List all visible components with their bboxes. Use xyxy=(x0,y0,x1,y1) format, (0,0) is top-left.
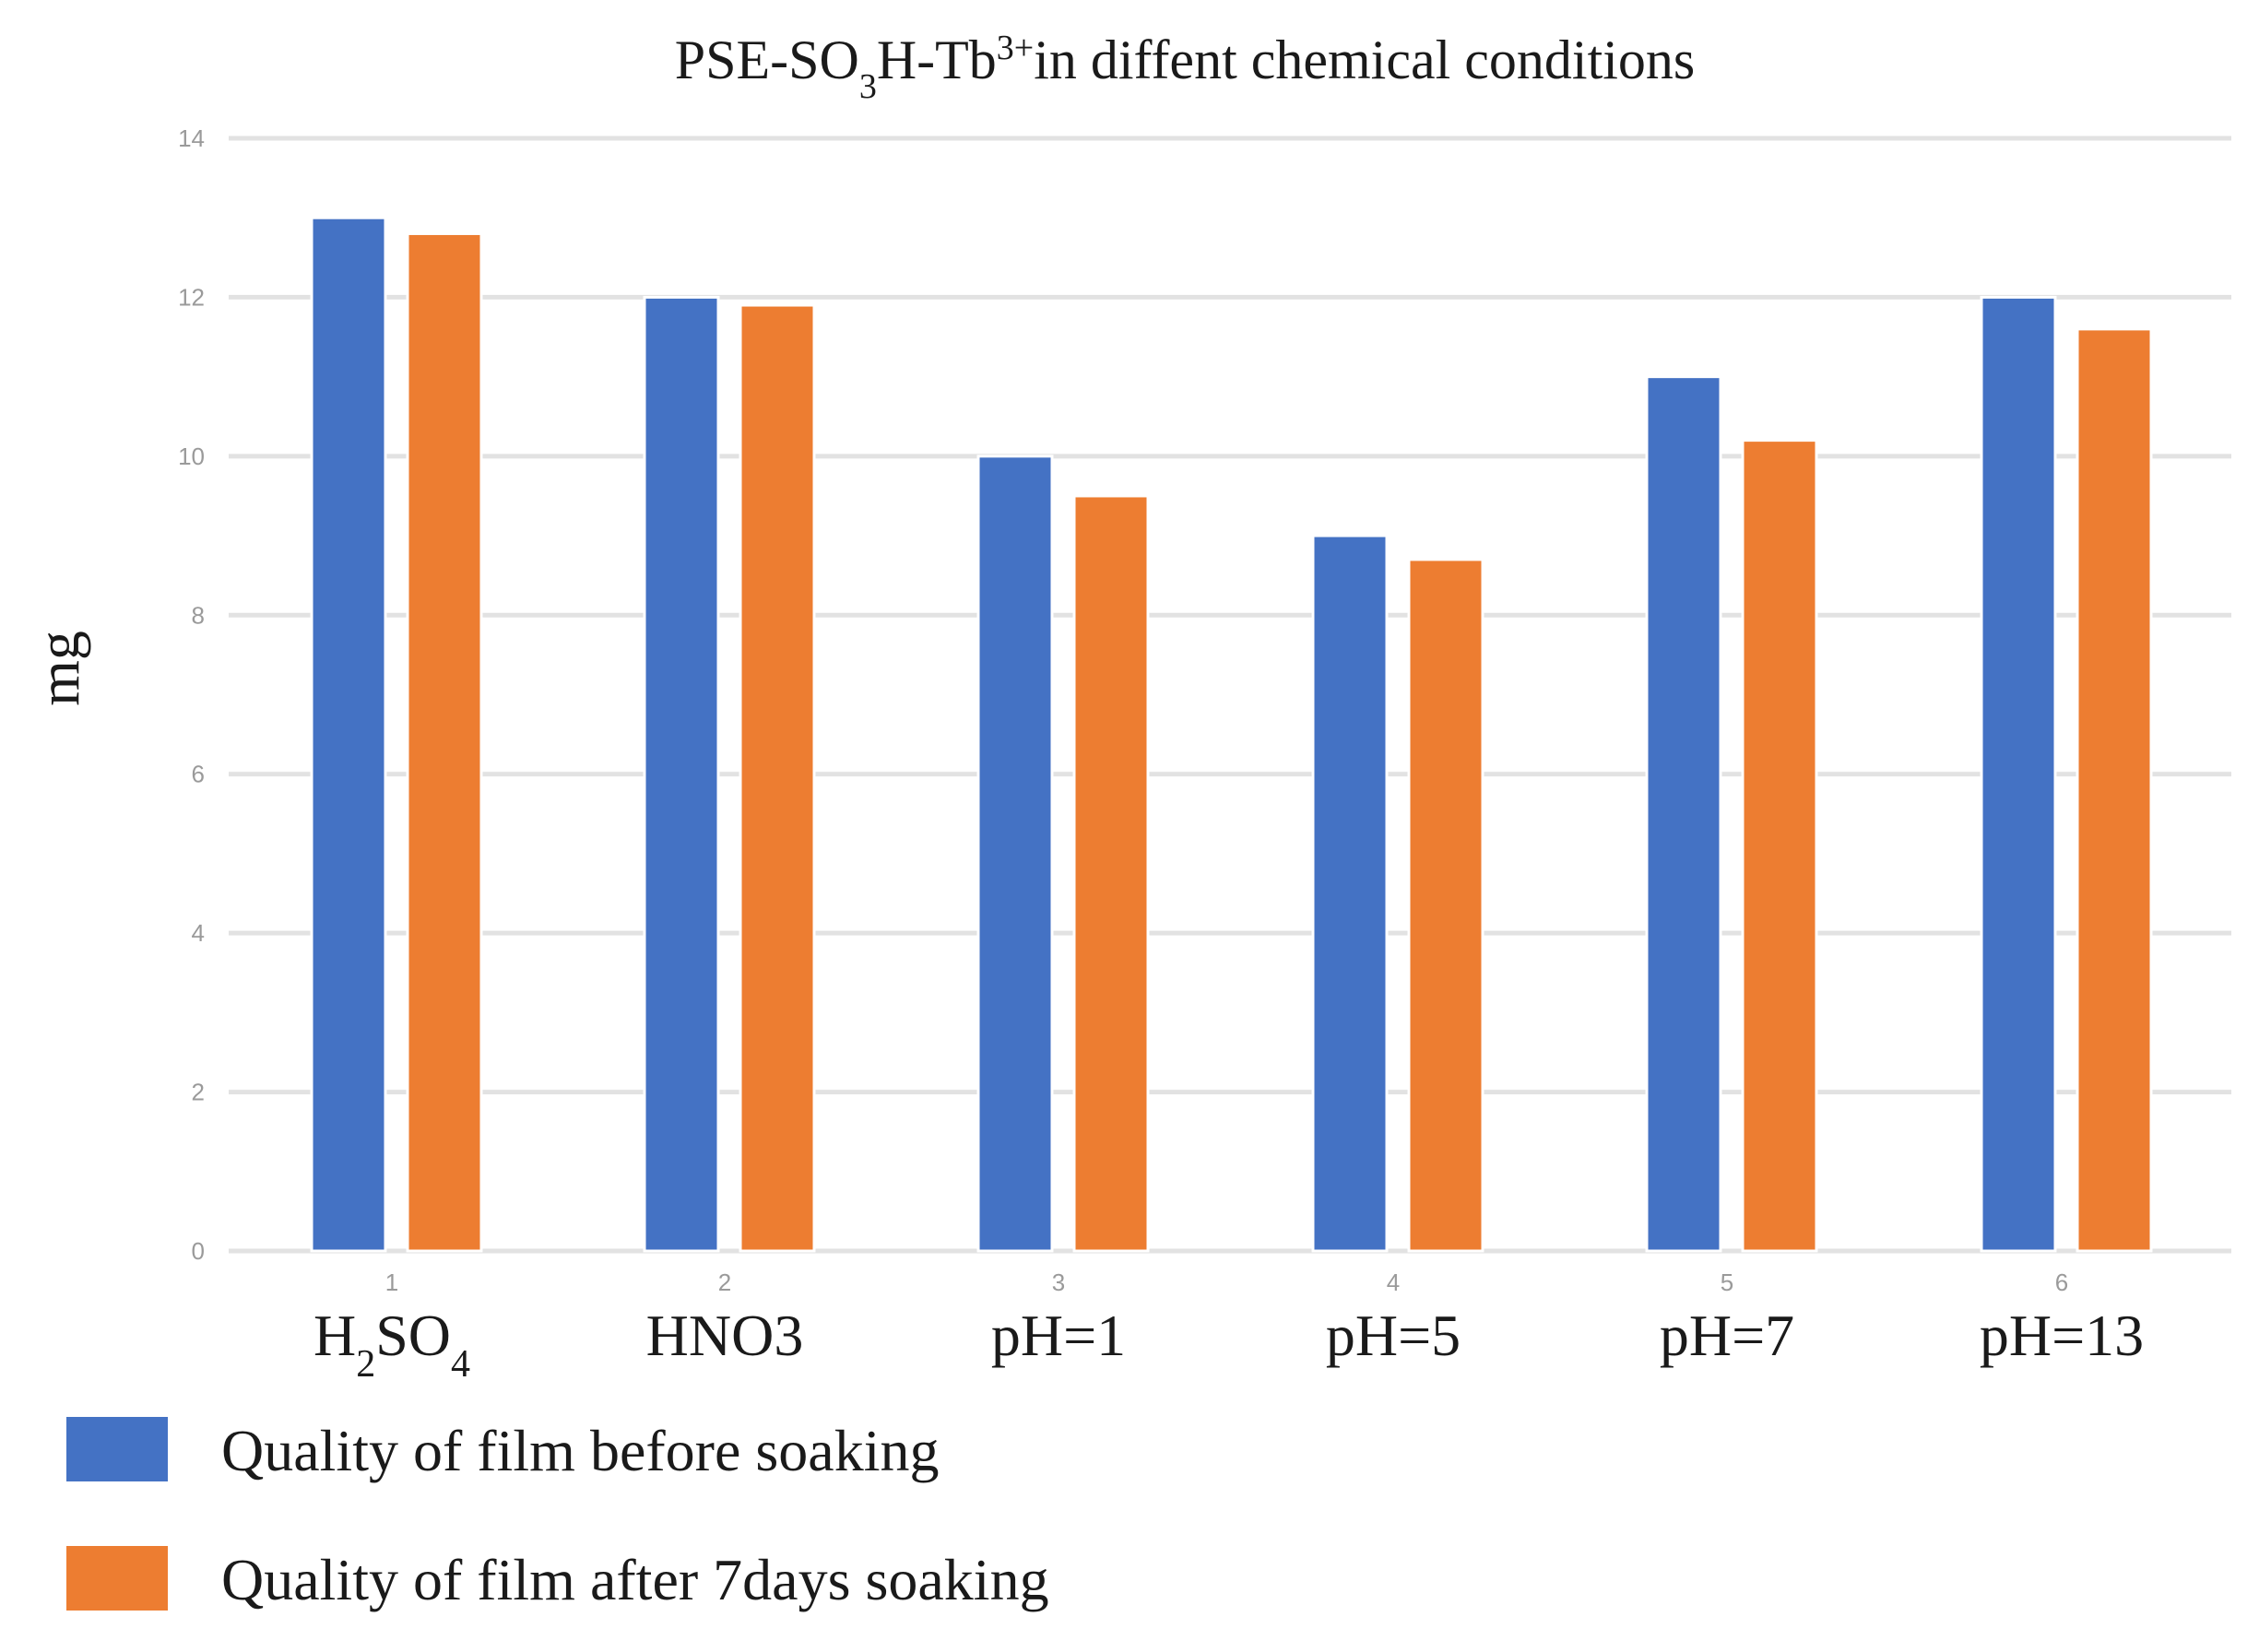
x-index-label: 6 xyxy=(2055,1268,2068,1296)
bar-after-soaking xyxy=(1741,439,1818,1253)
bars xyxy=(310,216,2153,1253)
y-tick-label: 6 xyxy=(192,761,205,788)
x-tick-labels: 1 H2SO4 2 HNO3 3 pH=1 4 pH=5 5 pH=7 6 pH=13 xyxy=(313,1268,2144,1386)
legend-label-before: Quality of film before soaking xyxy=(221,1418,939,1483)
chart-title: PSE-SO3H-Tb3+in diffent chemical conditi… xyxy=(675,29,1696,106)
gridlines xyxy=(229,136,2231,1254)
y-tick-label: 4 xyxy=(192,919,205,947)
bar-before-soaking xyxy=(1311,534,1389,1253)
x-index-label: 3 xyxy=(1052,1268,1065,1296)
bar-before-soaking xyxy=(1645,375,1722,1253)
bar-before-soaking xyxy=(643,295,720,1253)
legend-swatch-after xyxy=(66,1546,168,1611)
legend: Quality of film before soaking Quality of… xyxy=(66,1417,1049,1612)
x-category-label: pH=13 xyxy=(1980,1303,2144,1368)
y-tick-labels: 0 2 4 6 8 10 12 14 xyxy=(178,124,205,1265)
bar-after-soaking xyxy=(2076,327,2153,1253)
x-index-label: 4 xyxy=(1387,1268,1400,1296)
legend-swatch-before xyxy=(66,1417,168,1481)
y-tick-label: 8 xyxy=(192,601,205,629)
x-index-label: 2 xyxy=(718,1268,731,1296)
y-tick-label: 14 xyxy=(178,124,205,152)
x-category-label: pH=7 xyxy=(1660,1303,1794,1368)
x-category-label: H2SO4 xyxy=(313,1303,470,1386)
bar-after-soaking xyxy=(1407,558,1484,1253)
legend-label-after: Quality of film after 7days soaking xyxy=(221,1547,1049,1612)
bar-after-soaking xyxy=(406,231,483,1253)
y-axis-label: mg xyxy=(26,631,91,706)
bar-after-soaking xyxy=(739,303,816,1253)
y-tick-label: 2 xyxy=(192,1079,205,1106)
bar-before-soaking xyxy=(976,454,1054,1253)
x-index-label: 1 xyxy=(385,1268,398,1296)
x-index-label: 5 xyxy=(1721,1268,1733,1296)
y-tick-label: 12 xyxy=(178,283,205,311)
bar-after-soaking xyxy=(1072,494,1150,1253)
x-category-label: HNO3 xyxy=(646,1303,804,1368)
y-tick-label: 0 xyxy=(192,1237,205,1265)
y-tick-label: 10 xyxy=(178,442,205,470)
x-category-label: pH=1 xyxy=(991,1303,1126,1368)
bar-before-soaking xyxy=(310,216,387,1253)
bar-before-soaking xyxy=(1980,295,2057,1253)
x-category-label: pH=5 xyxy=(1326,1303,1461,1368)
